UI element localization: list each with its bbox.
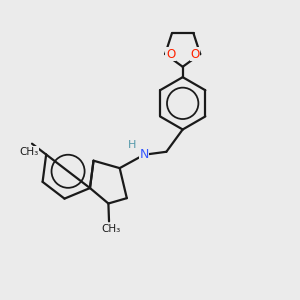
Text: CH₃: CH₃ — [102, 224, 121, 234]
Text: CH₃: CH₃ — [20, 147, 39, 157]
Text: H: H — [128, 140, 136, 150]
Text: N: N — [140, 148, 149, 161]
Text: O: O — [166, 47, 175, 61]
Text: O: O — [190, 47, 200, 61]
